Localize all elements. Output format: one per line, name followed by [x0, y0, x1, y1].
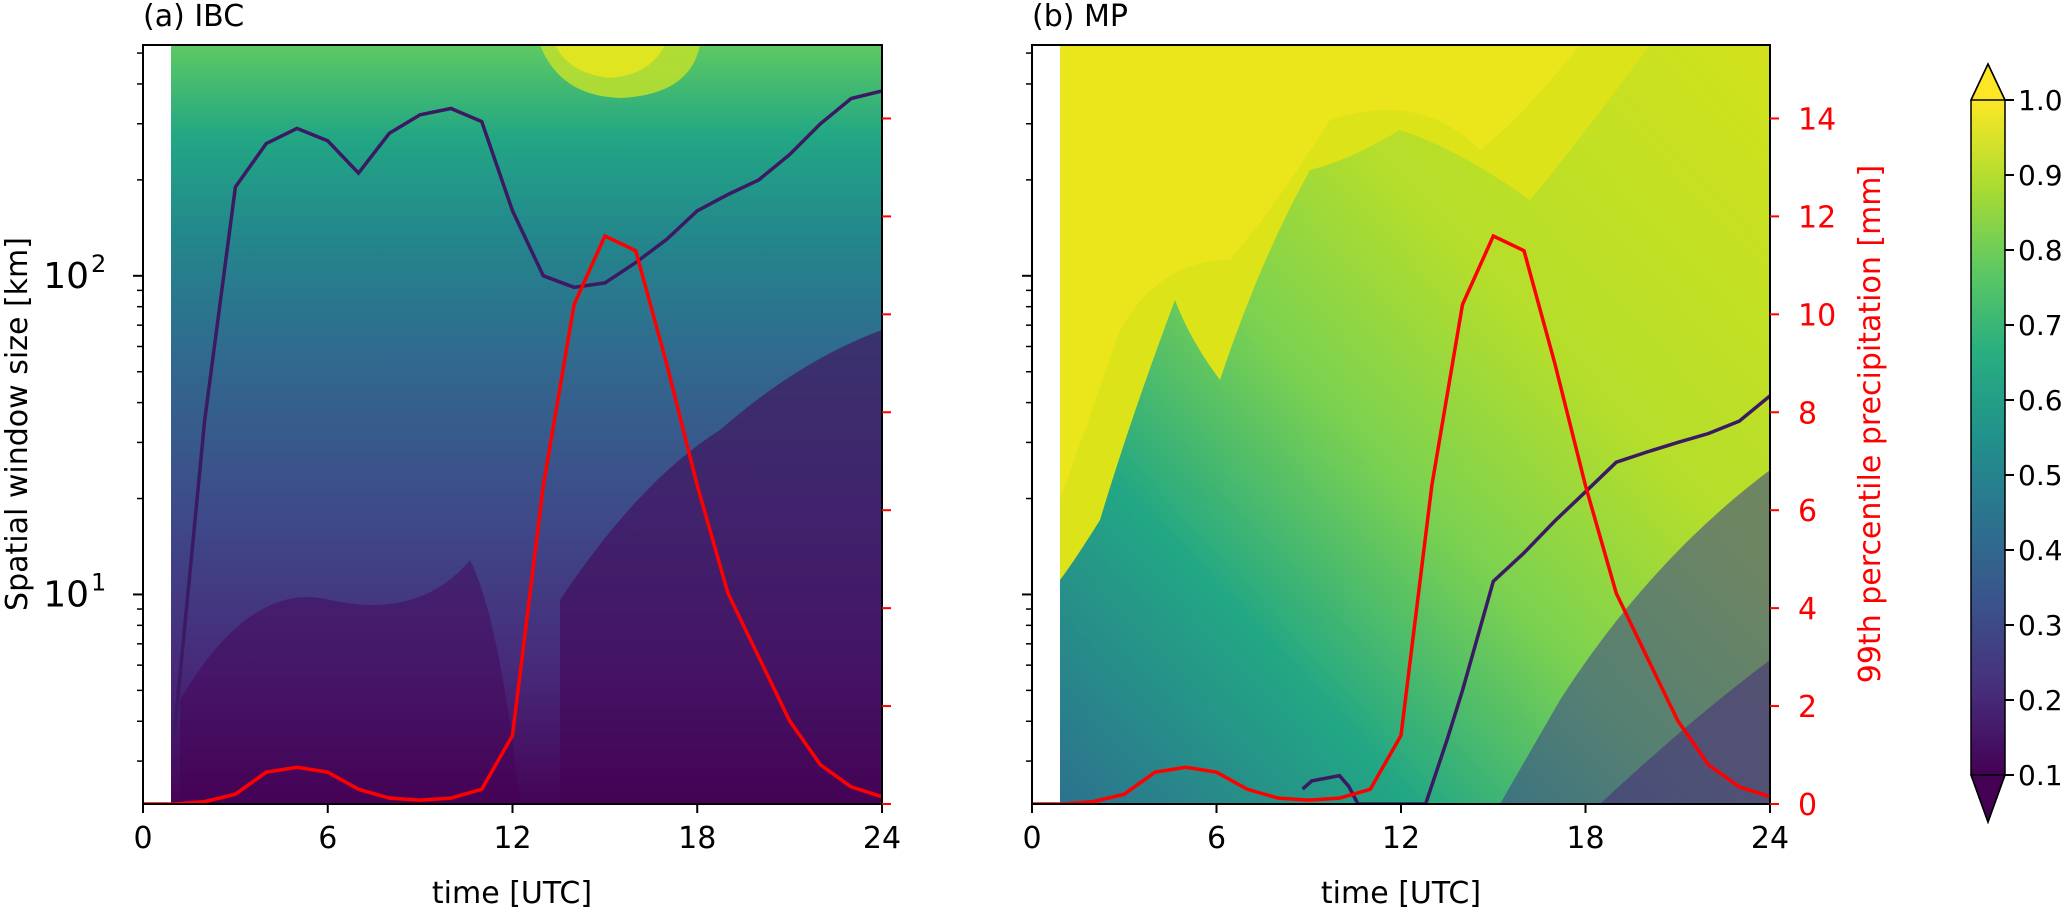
x-tick-label: 12 [493, 821, 531, 856]
x-axis-label: time [UTC] [432, 876, 592, 911]
colorbar-extend-min [1969, 774, 2007, 825]
y2-tick-label: 8 [1798, 396, 1817, 431]
y2-tick-label: 6 [1798, 494, 1817, 529]
colorbar: 0.1 0.2 0.3 0.4 0.5 0.6 0.7 0.8 0.9 1.0 [1969, 62, 2063, 825]
y2-tick-label: 4 [1798, 592, 1817, 627]
y-tick-exponent: 2 [91, 250, 106, 278]
x-tick-label: 24 [1751, 821, 1789, 856]
panel-title: (a) IBC [143, 0, 244, 34]
colorbar-tick-label: 0.6 [2018, 384, 2063, 417]
panel-title: (b) MP [1032, 0, 1128, 34]
threshold-contour-line [172, 89, 882, 740]
y2-tick-label: 0 [1798, 788, 1817, 823]
x-tick-label: 12 [1382, 821, 1420, 856]
heatmap-field [1032, 45, 1770, 804]
y2-tick-label: 2 [1798, 690, 1817, 725]
x-tick-label: 24 [863, 821, 901, 856]
colorbar-tick-label: 0.4 [2018, 534, 2063, 567]
colorbar-tick-label: 0.9 [2018, 159, 2063, 192]
x-tick-label: 6 [1207, 821, 1226, 856]
y-tick-label: 10 [43, 574, 89, 615]
y2-tick-label: 14 [1798, 102, 1836, 137]
colorbar-tick-label: 0.5 [2018, 459, 2063, 492]
precipitation-line [1032, 233, 1770, 804]
y2-tick-label: 12 [1798, 200, 1836, 235]
colorbar-tick-label: 0.1 [2018, 759, 2063, 792]
x-axis: 0 6 12 18 24 [1022, 804, 1789, 856]
x-tick-label: 0 [133, 821, 152, 856]
x-tick-label: 18 [1566, 821, 1604, 856]
x-tick-label: 18 [678, 821, 716, 856]
y-tick-exponent: 1 [91, 568, 106, 596]
y2-axis [882, 117, 891, 805]
colorbar-body [1971, 100, 2005, 775]
x-axis: 0 6 12 18 24 [133, 804, 901, 856]
y2-axis-label: 99th percentile precipitation [mm] [1853, 165, 1888, 683]
y2-axis: 0 2 4 6 8 10 12 14 [1770, 102, 1836, 823]
y-tick-label: 10 [43, 256, 89, 297]
colorbar-tick-label: 0.8 [2018, 234, 2063, 267]
y-axis [1022, 52, 1032, 762]
y2-tick-label: 10 [1798, 298, 1836, 333]
y-axis-label: Spatial window size [km] [0, 237, 35, 611]
threshold-contour-line [1301, 394, 1770, 804]
x-axis-label: time [UTC] [1321, 876, 1481, 911]
colorbar-extend-max [1969, 62, 2007, 101]
precipitation-line [143, 233, 882, 804]
colorbar-tick-label: 0.7 [2018, 309, 2063, 342]
colorbar-tick-label: 0.2 [2018, 684, 2063, 717]
heatmap-field [143, 45, 882, 804]
x-tick-label: 0 [1022, 821, 1041, 856]
x-tick-label: 6 [318, 821, 337, 856]
colorbar-tick-label: 1.0 [2018, 84, 2063, 117]
colorbar-tick-label: 0.3 [2018, 609, 2063, 642]
